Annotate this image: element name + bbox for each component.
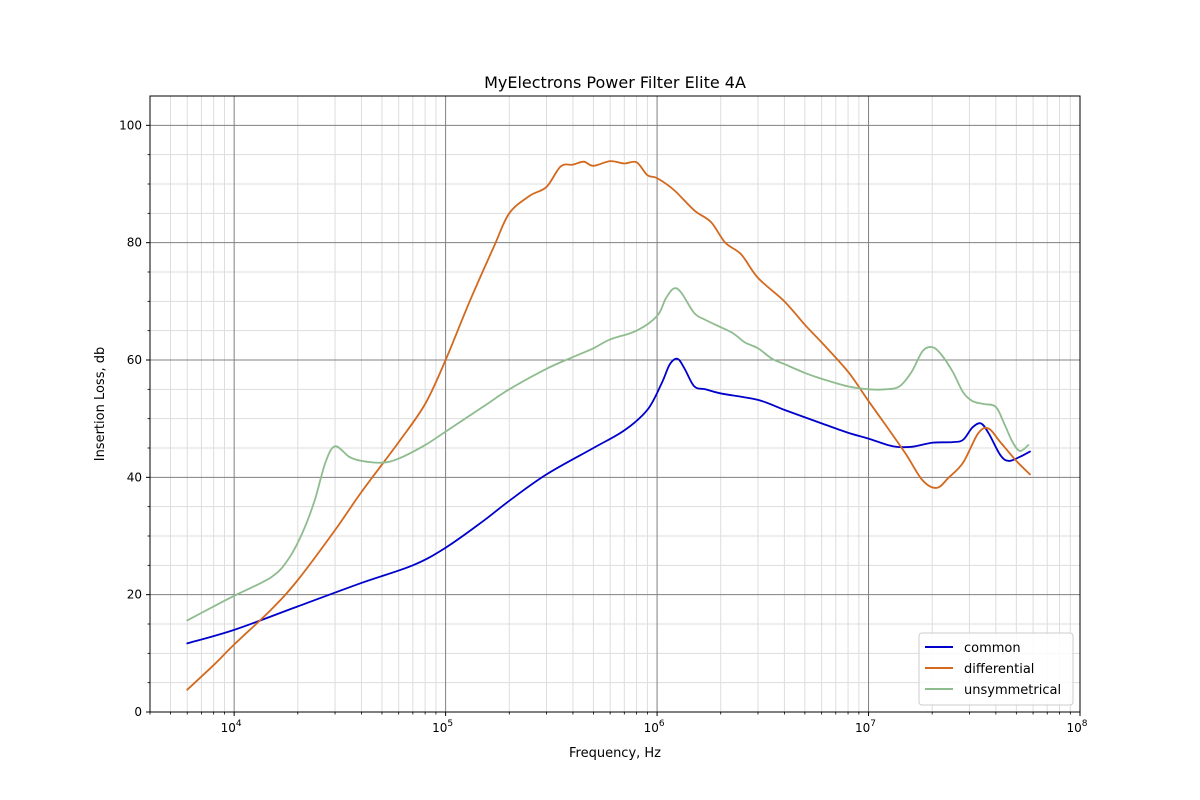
y-tick-label: 80 [127, 236, 142, 250]
series-line-unsymmetrical [186, 287, 1030, 622]
x-axis-label: Frequency, Hz [569, 746, 661, 761]
axis-ticks: 104 105 106 107 108 0 20 40 60 80 100 [119, 118, 1088, 735]
legend-label-common: common [964, 641, 1021, 656]
legend-label-differential: differential [964, 662, 1034, 677]
series-line-differential [186, 160, 1031, 691]
plot-frame [149, 95, 1081, 713]
x-tick-label: 106 [644, 719, 665, 735]
x-tick-label: 108 [1066, 719, 1087, 735]
legend-box [918, 632, 1074, 706]
y-axis-label: Insertion Loss, db [93, 347, 108, 462]
y-tick-label: 60 [127, 353, 142, 367]
series-layer [186, 160, 1031, 691]
series-line-common [186, 357, 1031, 645]
x-tick-label: 107 [855, 719, 876, 735]
y-tick-label: 100 [119, 118, 142, 132]
legend: common differential unsymmetrical [918, 632, 1074, 706]
x-tick-label: 104 [221, 719, 242, 735]
x-tick-label: 105 [432, 719, 453, 735]
legend-label-unsymmetrical: unsymmetrical [964, 683, 1061, 698]
y-tick-label: 40 [127, 470, 142, 484]
y-tick-label: 20 [127, 588, 142, 602]
y-tick-label: 0 [134, 705, 142, 719]
minor-grid [149, 96, 1080, 712]
major-grid [150, 96, 1081, 713]
chart-title: MyElectrons Power Filter Elite 4A [484, 73, 746, 92]
